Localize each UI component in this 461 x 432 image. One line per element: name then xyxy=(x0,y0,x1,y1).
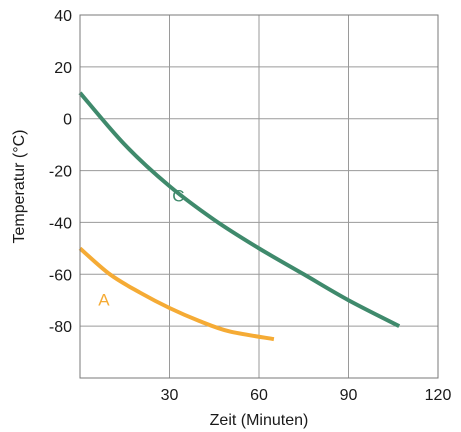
plot-frame xyxy=(79,14,439,379)
x-tick-label: 120 xyxy=(425,387,452,404)
series-labels: CA xyxy=(98,187,184,310)
series-lines xyxy=(78,91,401,342)
series-line-a xyxy=(78,246,275,342)
y-tick-label: 20 xyxy=(54,60,72,77)
y-tick-label: 40 xyxy=(54,8,72,25)
grid-lines xyxy=(80,15,439,378)
x-tick-labels: 30 60 90 120 xyxy=(161,387,452,404)
x-tick-label: 90 xyxy=(340,387,358,404)
y-tick-labels: 40 20 0 -20 -40 -60 -80 xyxy=(49,8,72,336)
y-tick-label: -60 xyxy=(49,267,72,284)
y-tick-label: -40 xyxy=(49,215,72,232)
series-label-c: C xyxy=(172,187,184,206)
y-axis-label: Temperatur (°C) xyxy=(11,130,28,244)
x-tick-label: 60 xyxy=(250,387,268,404)
x-tick-label: 30 xyxy=(161,387,179,404)
y-tick-label: 0 xyxy=(63,112,72,129)
y-tick-label: -20 xyxy=(49,164,72,181)
series-label-a: A xyxy=(98,290,110,309)
y-tick-label: -80 xyxy=(49,319,72,336)
series-line-c xyxy=(78,91,401,328)
x-axis-label: Zeit (Minuten) xyxy=(210,412,309,429)
